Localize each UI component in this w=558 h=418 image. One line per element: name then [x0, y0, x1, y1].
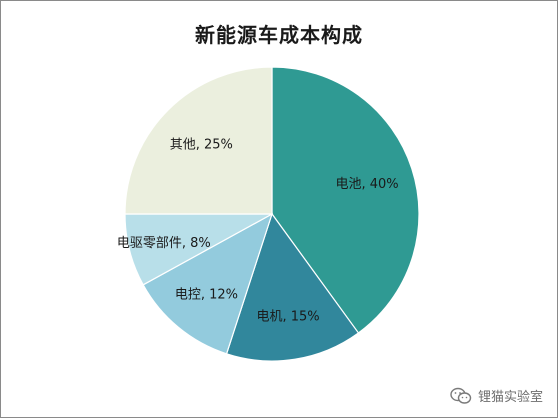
pie-slices	[124, 66, 420, 362]
pie-labels: 电池, 40% 电机, 15% 电控, 12% 电驱零部件, 8% 其他, 25%	[117, 137, 399, 324]
wechat-icon	[450, 387, 472, 404]
pie-slice-label-2: 电机, 15%	[257, 310, 320, 325]
pie-slice-label-1: 电池, 40%	[336, 177, 399, 192]
pie-slice-2	[225, 212, 360, 362]
watermark: 锂猫实验室	[450, 386, 543, 405]
pie-slice-label-4: 电驱零部件, 8%	[117, 236, 211, 251]
watermark-text: 锂猫实验室	[477, 390, 543, 405]
pie-slice-label-3: 电控, 12%	[175, 287, 238, 302]
chart-title: 新能源车成本构成	[195, 23, 363, 47]
pie-slice-5	[124, 66, 273, 215]
pie-slice-label-5: 其他, 25%	[170, 137, 233, 152]
pie-slice-1	[271, 66, 420, 334]
pie-slice-3	[142, 212, 274, 355]
